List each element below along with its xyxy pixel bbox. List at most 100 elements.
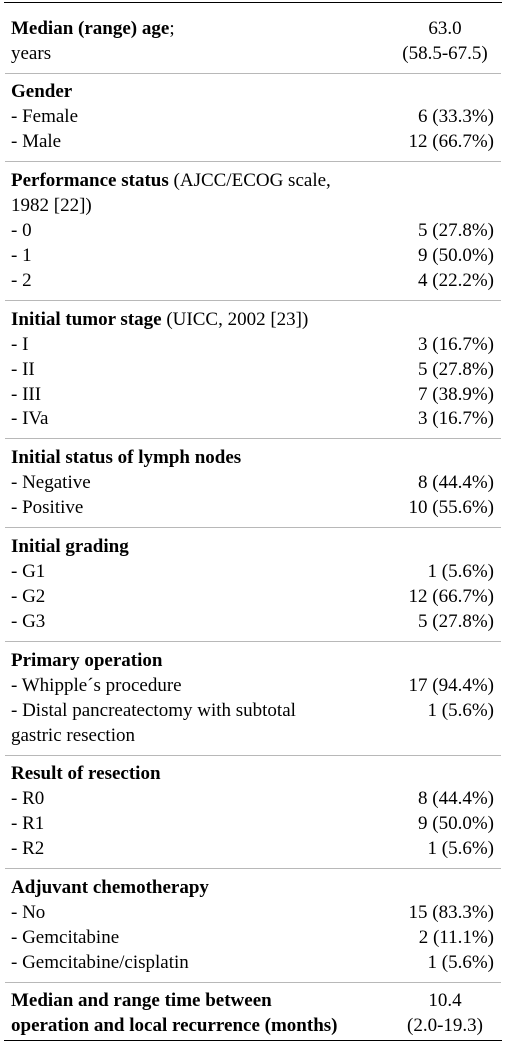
row-label: - II	[11, 359, 35, 380]
row-label: - Whipple´s procedure	[11, 675, 182, 696]
table-top-rule	[4, 2, 502, 3]
table-row-continuation: gastric resection	[4, 723, 502, 748]
section-divider	[5, 641, 501, 642]
row-value: 3 (16.7%)	[418, 334, 494, 355]
row-label: - 1	[11, 245, 32, 266]
table-row: - No 15 (83.3%)	[4, 900, 502, 925]
row-value: 15 (83.3%)	[408, 902, 494, 923]
row-value: 5 (27.8%)	[418, 611, 494, 632]
row-label: - IVa	[11, 408, 49, 429]
performance-header-rest: (AJCC/ECOG scale,	[168, 170, 331, 191]
tumor-stage-header-bold: Initial tumor stage	[11, 309, 162, 330]
table-row: - G3 5 (27.8%)	[4, 609, 502, 634]
recurrence-label: Median and range time between	[11, 990, 272, 1011]
row-label: - G3	[11, 611, 46, 632]
row-label-line2: gastric resection	[11, 725, 135, 746]
row-value: 9 (50.0%)	[418, 245, 494, 266]
chemo-header-row: Adjuvant chemotherapy	[4, 875, 502, 900]
age-median: 63.0	[428, 18, 462, 39]
row-value: 10 (55.6%)	[408, 497, 494, 518]
table-row: - Negative 8 (44.4%)	[4, 470, 502, 495]
table-row: - R0 8 (44.4%)	[4, 786, 502, 811]
row-value: 9 (50.0%)	[418, 813, 494, 834]
chemo-header: Adjuvant chemotherapy	[11, 877, 209, 898]
age-range: (58.5-67.5)	[402, 43, 488, 64]
table-row: - III 7 (38.9%)	[4, 382, 502, 407]
row-value: 17 (94.4%)	[408, 675, 494, 696]
row-label: - R0	[11, 788, 45, 809]
recurrence-row-2: operation and local recurrence (months) …	[4, 1013, 502, 1038]
gender-header: Gender	[11, 81, 73, 102]
row-label: - 0	[11, 220, 32, 241]
row-label: - I	[11, 334, 29, 355]
table-row: - Whipple´s procedure 17 (94.4%)	[4, 673, 502, 698]
section-divider	[5, 755, 501, 756]
row-value: 5 (27.8%)	[418, 359, 494, 380]
row-value: 8 (44.4%)	[418, 788, 494, 809]
row-label: - Gemcitabine	[11, 927, 120, 948]
recurrence-median: 10.4	[428, 990, 462, 1011]
row-value: 5 (27.8%)	[418, 220, 494, 241]
age-row-2: years (58.5-67.5)	[4, 41, 502, 66]
age-label-line2: years	[11, 43, 52, 64]
row-value: 1 (5.6%)	[427, 952, 494, 973]
recurrence-row: Median and range time between 10.4	[4, 988, 502, 1013]
tumor-stage-header-row: Initial tumor stage (UICC, 2002 [23])	[4, 307, 502, 332]
row-value: 12 (66.7%)	[408, 586, 494, 607]
table-row: - I 3 (16.7%)	[4, 332, 502, 357]
table-row: - 2 4 (22.2%)	[4, 268, 502, 293]
row-value: 2 (11.1%)	[418, 927, 494, 948]
row-value: 7 (38.9%)	[418, 384, 494, 405]
row-label: - R2	[11, 838, 45, 859]
table-row: - Gemcitabine 2 (11.1%)	[4, 925, 502, 950]
row-label: - Positive	[11, 497, 84, 518]
patient-characteristics-table: Median (range) age; 63.0 years (58.5-67.…	[4, 0, 502, 1044]
row-value: 3 (16.7%)	[418, 408, 494, 429]
row-label: - Female	[11, 106, 79, 127]
row-value: 12 (66.7%)	[408, 131, 494, 152]
table-row: - R2 1 (5.6%)	[4, 836, 502, 861]
table-row: - 0 5 (27.8%)	[4, 218, 502, 243]
section-divider	[5, 438, 501, 439]
section-divider	[5, 73, 501, 74]
grading-header-row: Initial grading	[4, 534, 502, 559]
row-label: - III	[11, 384, 42, 405]
row-value: 4 (22.2%)	[418, 270, 494, 291]
row-label: - G2	[11, 586, 46, 607]
recurrence-range: (2.0-19.3)	[407, 1015, 483, 1036]
performance-header-bold: Performance status	[11, 170, 169, 191]
row-value: 1 (5.6%)	[427, 700, 494, 721]
lymph-nodes-header: Initial status of lymph nodes	[11, 447, 242, 468]
section-divider	[5, 527, 501, 528]
row-label: - G1	[11, 561, 46, 582]
table-row: - G1 1 (5.6%)	[4, 559, 502, 584]
lymph-nodes-header-row: Initial status of lymph nodes	[4, 445, 502, 470]
operation-header-row: Primary operation	[4, 648, 502, 673]
age-label-bold: Median (range) age	[11, 18, 170, 39]
table-row: - 1 9 (50.0%)	[4, 243, 502, 268]
table-row: - IVa 3 (16.7%)	[4, 406, 502, 431]
performance-header-line2: 1982 [22])	[11, 195, 92, 216]
row-value: 1 (5.6%)	[427, 838, 494, 859]
tumor-stage-header: Initial tumor stage (UICC, 2002 [23])	[11, 307, 308, 332]
section-divider	[5, 300, 501, 301]
row-label: - Negative	[11, 472, 91, 493]
performance-header-row: Performance status (AJCC/ECOG scale,	[4, 168, 502, 193]
row-label: - No	[11, 902, 46, 923]
row-label: - Male	[11, 131, 62, 152]
section-divider	[5, 982, 501, 983]
gender-header-row: Gender	[4, 79, 502, 104]
row-value: 6 (33.3%)	[418, 106, 494, 127]
tumor-stage-header-rest: (UICC, 2002 [23])	[161, 309, 309, 330]
section-divider	[5, 868, 501, 869]
table-row: - Male 12 (66.7%)	[4, 129, 502, 154]
table-row: - Positive 10 (55.6%)	[4, 495, 502, 520]
operation-header: Primary operation	[11, 650, 163, 671]
age-label: Median (range) age;	[11, 16, 175, 41]
age-label-rest: ;	[169, 18, 175, 39]
table-row: - Gemcitabine/cisplatin 1 (5.6%)	[4, 950, 502, 975]
table-row: - R1 9 (50.0%)	[4, 811, 502, 836]
row-label: - Distal pancreatectomy with subtotal	[11, 700, 296, 721]
grading-header: Initial grading	[11, 536, 129, 557]
row-label: - Gemcitabine/cisplatin	[11, 952, 189, 973]
